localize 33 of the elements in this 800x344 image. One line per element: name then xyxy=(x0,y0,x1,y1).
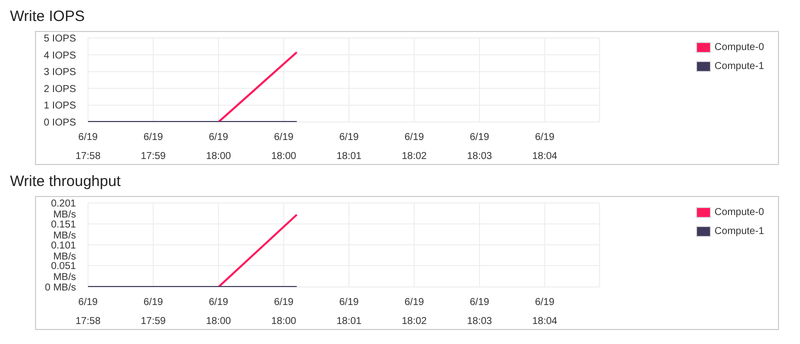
y-tick-label: 0 IOPS xyxy=(44,118,76,128)
x-tick-label: 6/19 18:03 xyxy=(466,297,492,327)
legend-label: Compute-1 xyxy=(714,226,764,237)
x-tick-label: 6/19 18:00 xyxy=(271,297,297,327)
x-tick-label: 6/19 18:01 xyxy=(336,297,362,327)
y-tick-label: 4 IOPS xyxy=(44,50,76,62)
y-tick-label: 2 IOPS xyxy=(44,84,76,95)
x-tick-label: 6/19 17:59 xyxy=(140,297,166,327)
x-tick-label: 6/19 18:04 xyxy=(532,297,558,327)
y-tick-label: 0.101 MB/s xyxy=(50,240,76,262)
y-tick-label: 0.051 MB/s xyxy=(50,261,76,284)
y-tick-label: 0.151 MB/s xyxy=(50,219,76,242)
x-tick-label: 6/19 18:00 xyxy=(206,297,232,327)
legend-label: Compute-0 xyxy=(714,207,764,218)
x-tick-label: 6/19 18:00 xyxy=(271,132,297,162)
x-tick-label: 6/19 18:02 xyxy=(402,297,428,327)
legend-label: Compute-1 xyxy=(714,61,764,72)
chart-title: Write IOPS xyxy=(10,8,86,25)
y-tick-label: 0 MB/s xyxy=(44,282,76,294)
chart-title: Write throughput xyxy=(10,173,122,190)
x-tick-label: 6/19 18:03 xyxy=(466,132,492,162)
x-tick-label: 6/19 18:00 xyxy=(206,132,232,162)
x-tick-label: 6/19 18:02 xyxy=(402,132,428,162)
y-tick-label: 3 IOPS xyxy=(44,67,76,78)
x-tick-label: 6/19 17:59 xyxy=(140,132,166,162)
x-tick-label: 6/19 17:58 xyxy=(75,297,101,327)
legend-label: Compute-0 xyxy=(714,42,764,53)
x-tick-label: 6/19 17:58 xyxy=(75,132,101,162)
y-tick-label: 1 IOPS xyxy=(44,100,76,112)
x-tick-label: 6/19 18:01 xyxy=(336,132,362,162)
x-tick-label: 6/19 18:04 xyxy=(532,132,558,162)
y-tick-label: 5 IOPS xyxy=(44,34,76,44)
y-tick-label: 0.201 MB/s xyxy=(50,198,76,220)
